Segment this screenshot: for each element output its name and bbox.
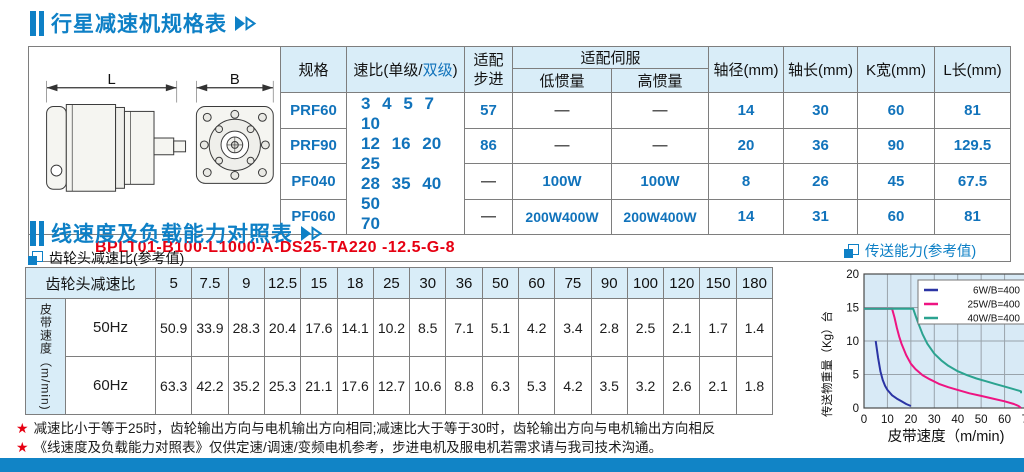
- freq-cell: 60Hz: [64, 356, 157, 415]
- title-bars-icon: [30, 10, 44, 36]
- gearbox-drawing-svg: L B: [45, 71, 274, 192]
- dim-label-b: B: [229, 71, 239, 87]
- svg-text:20: 20: [904, 414, 917, 426]
- section2-title: 线速度及负载能力对照表: [30, 218, 325, 248]
- table-row: 60Hz 63.3 42.2 35.2 25.3 21.1 17.6 12.7 …: [26, 356, 774, 415]
- model-code: BPLT01-B100-L1000-A-DS25-TA220 -12.5-G-8: [27, 234, 1012, 262]
- title-arrow-icon: [301, 225, 323, 241]
- svg-text:30: 30: [928, 414, 941, 426]
- table-row: PF060 — 200W400W 200W400W 14 31 60 81: [29, 198, 1012, 235]
- svg-text:皮带速度（m/min): 皮带速度（m/min): [888, 428, 1005, 445]
- note-2: ★ 《线速度及负载能力对照表》仅供定速/调速/变频电机参考，步进电机及服电机若需…: [16, 439, 663, 455]
- chart-y-axis-label: 传送物重量（Kg）台: [822, 310, 834, 418]
- col-header-spec: 规格: [280, 46, 347, 93]
- table-row: PF040 — 100W 100W 8 26 45 67.5: [29, 163, 1012, 200]
- speed-ratio-table: 齿轮头减速比 5 7.5 9 12.5 15 18 25 30 36 50 60…: [24, 267, 774, 415]
- svg-text:6W/B=400: 6W/B=400: [973, 286, 1020, 297]
- svg-text:70: 70: [1022, 414, 1024, 426]
- svg-text:0: 0: [853, 403, 859, 415]
- spec-cell: PRF60: [280, 92, 347, 129]
- col-header-ratio: 速比(单级/双级): [346, 46, 465, 93]
- capacity-chart-block: 传送能力(参考值) 传送物重量（Kg）台 0 5 10 15 20 0 10 20 30 40 50…: [816, 240, 1024, 451]
- col-header-low-inertia: 低惯量: [512, 68, 612, 93]
- title-arrow-icon: [235, 15, 257, 31]
- footnotes: ★ 减速比小于等于25时，齿轮输出方向与电机输出方向相同;减速比大于等于30时，…: [16, 419, 715, 457]
- table-row: 皮带速度（m/min) 50Hz 50.9 33.9 28.3 20.4 17.…: [25, 298, 774, 415]
- star-icon: ★: [16, 420, 29, 436]
- svg-text:25W/B=400: 25W/B=400: [967, 300, 1020, 311]
- svg-text:0: 0: [861, 414, 867, 426]
- svg-text:20: 20: [846, 269, 859, 281]
- svg-text:40W/B=400: 40W/B=400: [967, 314, 1020, 325]
- capacity-chart-svg: 0 5 10 15 20 0 10 20 30 40 50 60 70 皮带速度（m/min) 6W/B=4…: [846, 269, 1024, 445]
- svg-text:10: 10: [881, 414, 894, 426]
- double-square-icon: [844, 243, 859, 258]
- svg-text:10: 10: [846, 336, 859, 348]
- title-bars-icon: [30, 220, 44, 246]
- col-header-k-width: K宽(mm): [857, 46, 936, 93]
- section1-title-text: 行星减速机规格表: [51, 13, 227, 36]
- star-icon: ★: [16, 439, 29, 455]
- belt-speed-group-label: 皮带速度（m/min): [25, 298, 66, 415]
- gearbox-drawing: L B: [28, 46, 281, 235]
- col-header-stepper: 适配 步进: [464, 46, 513, 93]
- spec-cell: PRF90: [280, 127, 347, 164]
- col-header-high-inertia: 高惯量: [610, 68, 710, 93]
- chart-title: 传送能力(参考值): [844, 240, 1024, 261]
- spec-cell: PF040: [280, 163, 347, 200]
- gear-ratio-sublabel: 齿轮头减速比(参考值): [28, 248, 184, 268]
- col-header-shaft-dia: 轴径(mm): [708, 46, 785, 93]
- svg-text:60: 60: [998, 414, 1011, 426]
- svg-text:50: 50: [975, 414, 988, 426]
- section1-title: 行星减速机规格表: [30, 8, 259, 38]
- spec-table: L B: [27, 46, 1012, 262]
- svg-text:5: 5: [853, 370, 859, 382]
- section2-title-text: 线速度及负载能力对照表: [51, 223, 293, 246]
- table-row: PRF60 3 4 5 7 10 12 16 20 25 28 35 40 50…: [29, 92, 1012, 235]
- col-header-shaft-len: 轴长(mm): [783, 46, 859, 93]
- double-square-icon: [28, 251, 43, 265]
- freq-cell: 50Hz: [64, 298, 157, 357]
- corner-header: 齿轮头减速比: [24, 267, 157, 299]
- footer-bar: [0, 458, 1024, 472]
- col-header-l-len: L长(mm): [934, 46, 1012, 93]
- note-1: ★ 减速比小于等于25时，齿轮输出方向与电机输出方向相同;减速比大于等于30时，…: [16, 420, 716, 436]
- ratio-values-cell: 3 4 5 7 10 12 16 20 25 28 35 40 50 70: [346, 92, 465, 235]
- col-header-servo: 适配伺服: [511, 46, 710, 69]
- svg-text:40: 40: [951, 414, 964, 426]
- dim-label-l: L: [107, 71, 115, 87]
- svg-text:15: 15: [846, 303, 859, 315]
